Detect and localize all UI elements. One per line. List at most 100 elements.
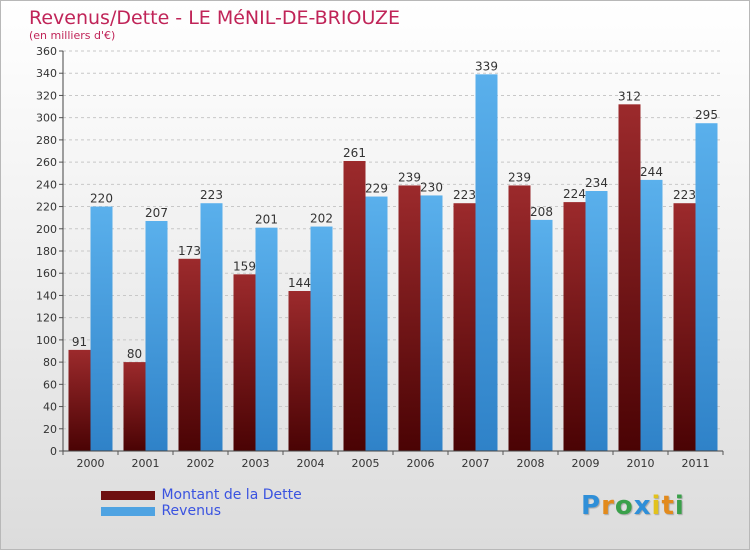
x-tick-label: 2004 (297, 457, 325, 470)
data-label-revenue: 207 (145, 206, 168, 220)
x-tick-label: 2000 (77, 457, 105, 470)
y-tick-label: 40 (43, 401, 57, 414)
data-label-revenue: 230 (420, 180, 443, 194)
legend-swatch-revenue (101, 506, 155, 516)
y-tick-label: 340 (36, 67, 57, 80)
legend-swatch-debt (101, 490, 155, 500)
data-label-revenue: 223 (200, 188, 223, 202)
data-label-debt: 312 (618, 89, 641, 103)
logo-letter: t (661, 491, 675, 521)
bar-debt (618, 104, 641, 451)
data-label-revenue: 244 (640, 165, 663, 179)
data-label-revenue: 208 (530, 205, 553, 219)
y-tick-label: 240 (36, 178, 57, 191)
data-label-debt: 144 (288, 276, 311, 290)
y-tick-label: 100 (36, 334, 57, 347)
bars-group: 9122080207173223159201144202261229239230… (68, 59, 718, 451)
data-label-revenue: 201 (255, 213, 278, 227)
bar-debt (673, 203, 696, 451)
data-label-debt: 223 (453, 188, 476, 202)
y-tick-label: 0 (50, 445, 57, 458)
data-label-revenue: 202 (310, 212, 333, 226)
bar-revenue (365, 196, 388, 451)
x-tick-label: 2010 (627, 457, 655, 470)
data-label-revenue: 295 (695, 108, 718, 122)
legend-label-debt: Montant de la Dette (161, 487, 302, 503)
logo-letter: r (601, 491, 615, 521)
bar-debt (288, 291, 311, 451)
data-label-debt: 239 (398, 170, 421, 184)
legend-item-revenue: Revenus (101, 503, 302, 519)
data-label-debt: 239 (508, 170, 531, 184)
data-label-debt: 91 (72, 335, 87, 349)
data-label-revenue: 229 (365, 182, 388, 196)
bar-revenue (695, 123, 718, 451)
bar-debt (343, 161, 366, 451)
y-tick-label: 120 (36, 312, 57, 325)
y-axis: 0 20 40 60 80 100 120 140 160 180 200 220 240 260 280 3… (36, 45, 64, 458)
x-tick-label: 2009 (572, 457, 600, 470)
data-label-debt: 261 (343, 146, 366, 160)
bar-revenue (90, 206, 113, 451)
x-tick-label: 2002 (187, 457, 215, 470)
y-tick-label: 140 (36, 289, 57, 302)
bar-revenue (585, 191, 608, 451)
x-tick-label: 2001 (132, 457, 160, 470)
y-tick-label: 360 (36, 45, 57, 58)
bar-revenue (640, 179, 663, 451)
x-tick-label: 2007 (462, 457, 490, 470)
chart-title: Revenus/Dette - LE MéNIL-DE-BRIOUZE (29, 7, 401, 29)
proxiti-logo: Proxiti (581, 491, 685, 521)
bar-revenue (200, 203, 223, 451)
y-tick-label: 60 (43, 378, 57, 391)
logo-letter: o (614, 491, 634, 521)
legend: Montant de la Dette Revenus (101, 487, 302, 519)
legend-label-revenue: Revenus (161, 503, 222, 519)
bar-debt (233, 274, 256, 451)
y-tick-label: 20 (43, 423, 57, 436)
bar-debt (178, 258, 201, 451)
data-label-debt: 173 (178, 244, 201, 258)
y-tick-label: 200 (36, 223, 57, 236)
bar-revenue (475, 74, 498, 451)
y-tick-label: 320 (36, 89, 57, 102)
logo-letter: i (651, 491, 662, 521)
y-tick-label: 80 (43, 356, 57, 369)
logo-letter: P (581, 491, 602, 521)
data-label-debt: 80 (127, 347, 142, 361)
x-tick-label: 2005 (352, 457, 380, 470)
bar-debt (453, 203, 476, 451)
x-tick-label: 2011 (682, 457, 710, 470)
bar-debt (563, 202, 586, 451)
y-tick-label: 260 (36, 156, 57, 169)
bar-debt (508, 185, 531, 451)
y-tick-label: 160 (36, 267, 57, 280)
logo-letter: i (674, 491, 685, 521)
data-label-revenue: 234 (585, 176, 608, 190)
y-tick-label: 300 (36, 112, 57, 125)
x-tick-label: 2008 (517, 457, 545, 470)
bar-revenue (420, 195, 443, 451)
legend-item-debt: Montant de la Dette (101, 487, 302, 503)
data-label-revenue: 339 (475, 59, 498, 73)
y-tick-label: 280 (36, 134, 57, 147)
bar-revenue (145, 221, 168, 451)
bar-revenue (255, 227, 278, 451)
data-label-debt: 159 (233, 259, 256, 273)
x-tick-label: 2003 (242, 457, 270, 470)
bar-revenue (530, 219, 553, 451)
data-label-debt: 223 (673, 188, 696, 202)
data-label-debt: 224 (563, 187, 586, 201)
x-axis: 2000 2001 2002 2003 2004 2005 2006 2007 2008 2009… (62, 450, 724, 470)
grid-lines (63, 50, 723, 452)
data-label-revenue: 220 (90, 192, 113, 206)
chart-subtitle: (en milliers d'€) (29, 29, 116, 42)
y-tick-label: 180 (36, 245, 57, 258)
logo-letter: x (633, 491, 652, 521)
y-tick-label: 220 (36, 201, 57, 214)
bar-debt (398, 185, 421, 451)
x-tick-label: 2006 (407, 457, 435, 470)
bar-debt (68, 349, 91, 451)
